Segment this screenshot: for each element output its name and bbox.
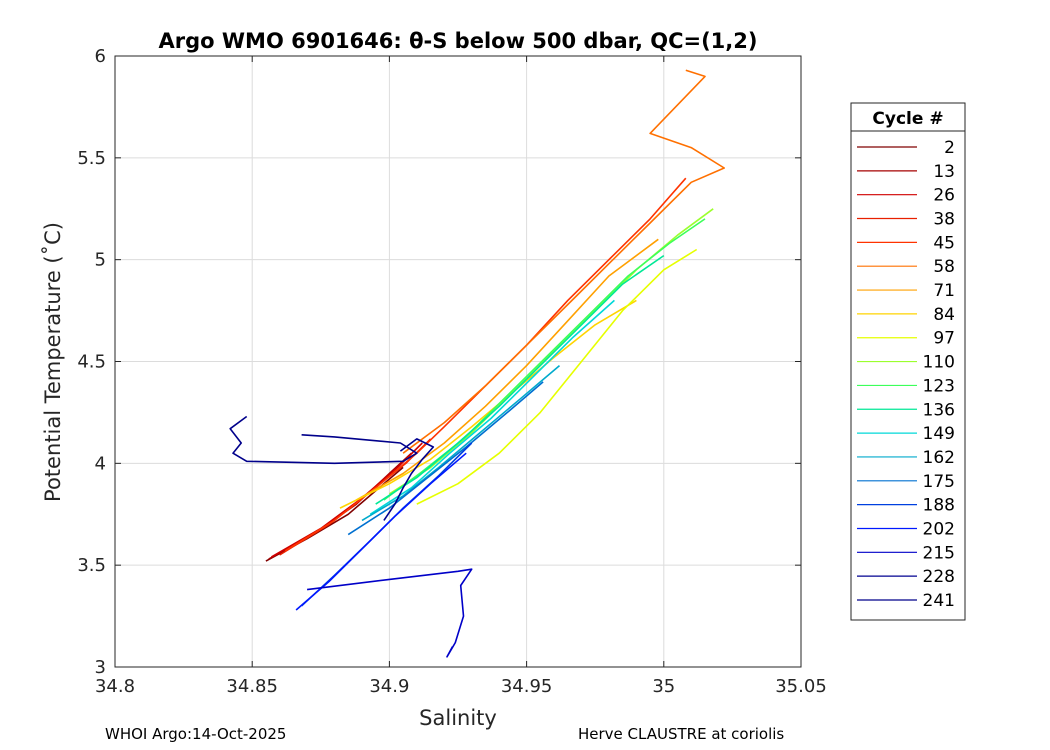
legend-label-175: 175 [923, 472, 955, 492]
legend-label-84: 84 [933, 305, 955, 325]
x-tick-label: 34.8 [95, 676, 135, 697]
series-line-149 [369, 299, 615, 515]
legend-label-110: 110 [923, 353, 955, 373]
y-tick-label: 5 [95, 250, 106, 271]
grid-lines [114, 55, 802, 668]
series-line-45 [284, 177, 687, 552]
legend-items: 2 13 26 38 45 58 71 84 97 110 123 136 149 162 175 188 20… [857, 138, 955, 611]
x-tick-label: 35.05 [775, 676, 827, 697]
legend-label-26: 26 [933, 186, 955, 206]
x-axis-label: Salinity [419, 706, 497, 730]
legend-label-241: 241 [923, 591, 955, 611]
legend-label-2: 2 [944, 138, 955, 158]
y-tick-label: 5.5 [77, 148, 106, 169]
legend-label-97: 97 [933, 329, 955, 349]
legend-label-13: 13 [933, 162, 955, 182]
series-line-13 [268, 452, 412, 560]
legend-label-215: 215 [923, 543, 955, 563]
x-tick-label: 34.85 [226, 676, 278, 697]
series-line-136 [375, 254, 665, 505]
y-axis-label: Potential Temperature (˚C) [41, 222, 65, 502]
series-line-175 [347, 381, 544, 536]
legend-label-38: 38 [933, 210, 955, 230]
y-tick-label: 3 [95, 657, 106, 678]
legend-title: Cycle # [872, 109, 943, 129]
legend-label-45: 45 [933, 233, 955, 253]
legend-label-136: 136 [923, 400, 955, 420]
series-line-241 [229, 415, 418, 465]
footer-right-text: Herve CLAUSTRE at coriolis [578, 725, 785, 743]
chart-title: Argo WMO 6901646: θ-S below 500 dbar, QC… [159, 29, 758, 53]
series-line-71 [356, 238, 659, 501]
series-line-228 [383, 438, 435, 521]
series-line-202 [295, 452, 467, 611]
x-tick-label: 34.95 [501, 676, 553, 697]
x-tick-label: 34.9 [369, 676, 409, 697]
legend-label-188: 188 [923, 496, 955, 516]
axis-ticks: 34.8 34.85 34.9 34.95 35 35.05 3 3.5 4 4.5 5 5.5 6 [77, 46, 826, 697]
series-lines [229, 69, 726, 658]
legend-label-228: 228 [923, 567, 955, 587]
x-tick-label: 35 [652, 676, 675, 697]
y-tick-label: 3.5 [77, 555, 106, 576]
legend-label-71: 71 [933, 281, 955, 301]
footer-left-text: WHOI Argo:14-Oct-2025 [105, 725, 287, 743]
legend-label-123: 123 [923, 376, 955, 396]
legend: Cycle # 2 13 26 38 45 58 71 84 97 110 123 136 149 162… [850, 102, 966, 621]
legend-label-149: 149 [923, 424, 955, 444]
legend-label-58: 58 [933, 257, 955, 277]
y-tick-label: 4 [95, 453, 106, 474]
series-line-215 [307, 568, 473, 658]
y-tick-label: 4.5 [77, 352, 106, 373]
legend-label-202: 202 [923, 519, 955, 539]
y-tick-label: 6 [95, 46, 106, 67]
series-line-97 [416, 248, 698, 505]
series-line-58 [402, 69, 726, 454]
legend-label-162: 162 [923, 448, 955, 468]
